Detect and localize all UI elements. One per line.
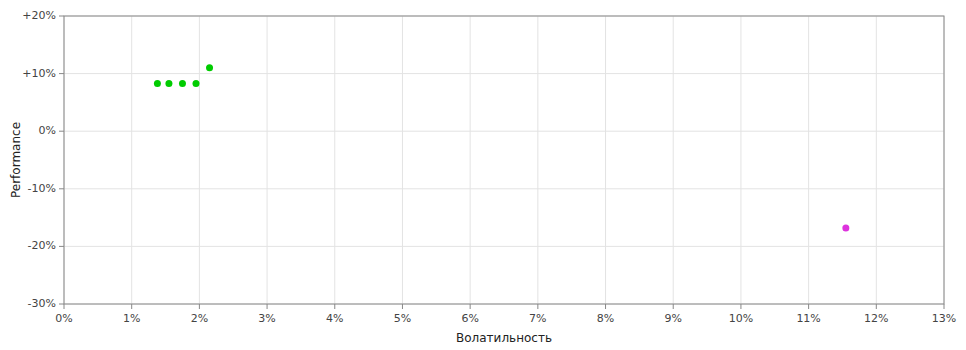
x-tick-label: 0% — [55, 312, 72, 325]
x-tick — [740, 304, 741, 309]
y-tick — [59, 16, 64, 17]
y-tick-label: -20% — [28, 239, 56, 252]
x-tick — [199, 304, 200, 309]
x-grid-line — [470, 16, 471, 304]
x-tick — [876, 304, 877, 309]
x-tick — [944, 304, 945, 309]
y-tick — [59, 73, 64, 74]
scatter-point — [193, 80, 200, 87]
x-tick-label: 6% — [461, 312, 478, 325]
x-tick-label: 7% — [529, 312, 546, 325]
y-tick — [59, 188, 64, 189]
axes: 0% 1% 2% 3% 4% 5% 6% 7% 8% 9% 10% 11% 12% 13% -30% -20%… — [22, 9, 956, 325]
x-tick — [537, 304, 538, 309]
x-tick-label: 3% — [258, 312, 275, 325]
y-tick-label: -10% — [28, 182, 56, 195]
x-tick — [267, 304, 268, 309]
x-tick — [334, 304, 335, 309]
series — [842, 224, 849, 231]
x-tick — [605, 304, 606, 309]
y-grid-line — [64, 131, 944, 132]
x-tick-label: 4% — [326, 312, 343, 325]
x-grid-line — [876, 16, 877, 304]
y-tick — [59, 246, 64, 247]
scatter-point — [165, 80, 172, 87]
y-tick-label: +10% — [22, 67, 56, 80]
x-grid-line — [267, 16, 268, 304]
x-axis-label: Волатильность — [456, 331, 552, 345]
x-tick-label: 12% — [864, 312, 888, 325]
y-tick — [59, 304, 64, 305]
scatter-point — [154, 80, 161, 87]
x-grid-line — [402, 16, 403, 304]
x-grid-line — [334, 16, 335, 304]
x-grid-line — [605, 16, 606, 304]
x-tick-label: 13% — [932, 312, 956, 325]
x-tick-label: 8% — [597, 312, 614, 325]
chart-container: 0% 1% 2% 3% 4% 5% 6% 7% 8% 9% 10% 11% 12% 13% -30% -20%… — [0, 0, 966, 350]
scatter-point — [179, 80, 186, 87]
x-grid-line — [131, 16, 132, 304]
series — [154, 64, 213, 87]
x-tick — [673, 304, 674, 309]
y-grid-line — [64, 188, 944, 189]
x-tick — [131, 304, 132, 309]
grid — [64, 16, 944, 304]
x-tick-label: 10% — [729, 312, 753, 325]
plot-frame — [64, 16, 944, 304]
x-tick-label: 11% — [796, 312, 820, 325]
y-tick-label: -30% — [28, 297, 56, 310]
x-tick — [470, 304, 471, 309]
x-tick-label: 9% — [665, 312, 682, 325]
data-layer — [154, 64, 849, 231]
x-tick — [402, 304, 403, 309]
x-tick-label: 2% — [191, 312, 208, 325]
x-grid-line — [740, 16, 741, 304]
scatter-point — [206, 64, 213, 71]
plot-area — [64, 16, 944, 304]
x-grid-line — [199, 16, 200, 304]
x-tick-label: 5% — [394, 312, 411, 325]
chart-svg: 0% 1% 2% 3% 4% 5% 6% 7% 8% 9% 10% 11% 12% 13% -30% -20%… — [0, 0, 966, 350]
x-tick — [64, 304, 65, 309]
y-grid-line — [64, 246, 944, 247]
y-tick — [59, 131, 64, 132]
x-grid-line — [537, 16, 538, 304]
scatter-point — [842, 224, 849, 231]
x-grid-line — [808, 16, 809, 304]
y-tick-label: 0% — [39, 124, 56, 137]
y-grid-line — [64, 73, 944, 74]
x-tick — [808, 304, 809, 309]
x-grid-line — [673, 16, 674, 304]
x-tick-label: 1% — [123, 312, 140, 325]
y-tick-label: +20% — [22, 9, 56, 22]
y-axis-label: Performance — [9, 122, 23, 198]
